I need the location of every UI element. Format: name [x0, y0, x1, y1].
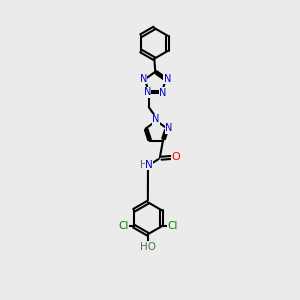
- Text: Cl: Cl: [167, 221, 178, 231]
- Text: N: N: [144, 87, 151, 97]
- Text: H: H: [140, 160, 148, 170]
- Text: N: N: [152, 115, 160, 124]
- Text: N: N: [165, 123, 173, 134]
- Text: HO: HO: [140, 242, 156, 252]
- Text: N: N: [159, 88, 167, 98]
- Text: N: N: [164, 74, 171, 84]
- Text: N: N: [140, 74, 147, 84]
- Text: O: O: [172, 152, 181, 162]
- Text: N: N: [145, 160, 153, 170]
- Text: Cl: Cl: [118, 221, 128, 231]
